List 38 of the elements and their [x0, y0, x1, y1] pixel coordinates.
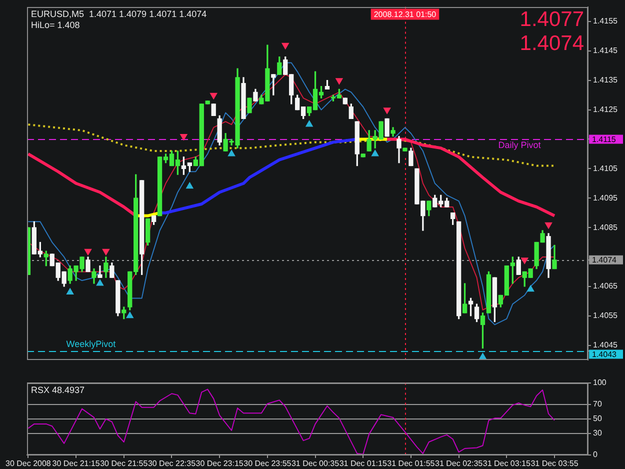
chart-title: RSX 48.4937: [31, 384, 85, 395]
x-tick-label: 31 Dec 00:35: [291, 459, 340, 468]
y-tick-label: 1.4065: [593, 282, 618, 291]
y-tick-label: 50: [593, 414, 602, 424]
annotation: 1.4077: [520, 8, 584, 32]
y-tick-label: 70: [593, 400, 602, 409]
ref-line-label: 2008.12.31 01:50: [374, 10, 437, 20]
y-tick-label: 1.4095: [593, 193, 618, 202]
x-tick-label: 30 Dec 23:15: [196, 459, 244, 468]
y-tick-label: 1.4085: [593, 222, 618, 232]
x-tick-label: 31 Dec 03:55: [530, 459, 579, 468]
y-tick-label: 1.4055: [593, 311, 618, 320]
y-tick-label: 1.4125: [593, 105, 618, 114]
y-tick-label: 1.4043: [592, 350, 618, 359]
x-tick-label: 31 Dec 01:15: [339, 459, 388, 468]
ref-line-label: WeeklyPivot: [66, 339, 116, 350]
y-tick-label: 1.4115: [592, 134, 616, 144]
y-tick-label: 1.4074: [592, 256, 618, 265]
x-tick-label: 31 Dec 02:35: [435, 459, 484, 468]
annotation: 1.4074: [520, 32, 584, 56]
x-tick-label: 30 Dec 21:15: [52, 459, 100, 468]
x-tick-label: 31 Dec 03:15: [482, 459, 532, 468]
x-tick-label: 30 Dec 2008: [6, 459, 52, 468]
x-tick-label: 30 Dec 23:55: [244, 459, 292, 468]
ref-line-label: Daily Pivot: [498, 140, 542, 150]
annotation: HiLo= 1.408: [31, 20, 80, 30]
y-tick-label: 1.4105: [593, 164, 618, 173]
y-tick-label: 1.4045: [593, 340, 618, 350]
y-tick-label: 0: [593, 450, 598, 460]
y-tick-label: 1.4145: [593, 46, 618, 56]
chart-title: EURUSD,M5 1.4071 1.4079 1.4071 1.4074: [31, 8, 207, 19]
y-tick-label: 100: [593, 378, 607, 388]
x-tick-label: 30 Dec 21:55: [100, 459, 148, 468]
y-tick-label: 30: [593, 428, 602, 438]
y-tick-label: 1.4135: [593, 76, 618, 85]
y-tick-label: 1.4155: [593, 16, 618, 26]
x-tick-label: 30 Dec 22:35: [148, 459, 196, 468]
x-tick-label: 31 Dec 01:55: [387, 459, 436, 468]
